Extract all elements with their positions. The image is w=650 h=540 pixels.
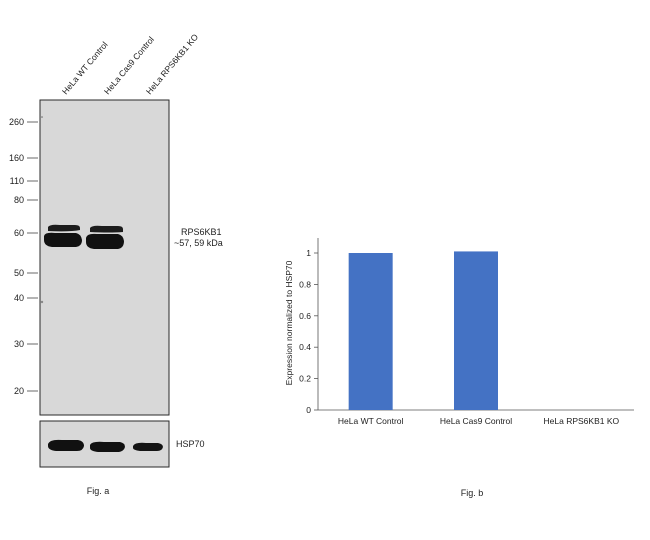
mw-marker-80: 80 xyxy=(14,195,24,205)
target-label: RPS6KB1 xyxy=(181,227,222,237)
loading-control-label: HSP70 xyxy=(176,439,205,449)
caption-fig-a: Fig. a xyxy=(87,486,110,496)
band-hsp70-ko xyxy=(133,442,163,451)
x-tick-label-1: HeLa WT Control xyxy=(338,416,404,426)
mw-marker-30: 30 xyxy=(14,339,24,349)
blot-speck xyxy=(41,116,43,118)
y-tick-label: 0.6 xyxy=(299,311,311,321)
bar-chart: 0 0.2 0.4 0.6 0.8 1 HeLa WT Control HeLa Cas9 … xyxy=(284,238,634,498)
band-rps6kb1-upper-wt xyxy=(48,224,80,232)
band-rps6kb1-upper-cas9 xyxy=(90,225,123,233)
y-tick-label: 0.2 xyxy=(299,374,311,384)
mw-ladder: 260 160 110 80 60 50 40 30 20 xyxy=(9,117,38,396)
band-hsp70-cas9 xyxy=(90,441,125,452)
mw-marker-160: 160 xyxy=(9,153,24,163)
band-rps6kb1-main-wt xyxy=(44,232,82,247)
blot-membrane xyxy=(39,99,170,416)
band-rps6kb1-main-cas9 xyxy=(86,233,124,249)
y-tick-label: 0 xyxy=(306,405,311,415)
y-tick-label: 0.4 xyxy=(299,342,311,352)
mw-marker-260: 260 xyxy=(9,117,24,127)
mw-marker-110: 110 xyxy=(10,176,24,186)
x-tick-labels: HeLa WT Control HeLa Cas9 Control HeLa RPS… xyxy=(338,416,620,426)
x-tick-label-3: HeLa RPS6KB1 KO xyxy=(544,416,620,426)
blot-speck xyxy=(40,300,44,304)
band-hsp70-wt xyxy=(48,439,84,451)
mw-marker-60: 60 xyxy=(14,228,24,238)
x-tick-label-2: HeLa Cas9 Control xyxy=(440,416,512,426)
bar-1 xyxy=(348,253,393,410)
y-axis-label: Expression normalized to HSP70 xyxy=(284,260,294,385)
caption-fig-b: Fig. b xyxy=(461,488,484,498)
bars xyxy=(348,251,498,410)
target-size-label: ~57, 59 kDa xyxy=(174,238,223,248)
western-blot: HeLa WT Control HeLa Cas9 Control HeLa R… xyxy=(9,32,223,496)
mw-marker-50: 50 xyxy=(14,268,24,278)
y-ticks: 0 0.2 0.4 0.6 0.8 1 xyxy=(299,248,318,415)
lane-label-wt: HeLa WT Control xyxy=(60,40,110,97)
y-tick-label: 0.8 xyxy=(299,279,311,289)
mw-marker-40: 40 xyxy=(14,293,24,303)
y-tick-label: 1 xyxy=(306,248,311,258)
bar-2 xyxy=(454,251,498,410)
mw-marker-20: 20 xyxy=(14,386,24,396)
